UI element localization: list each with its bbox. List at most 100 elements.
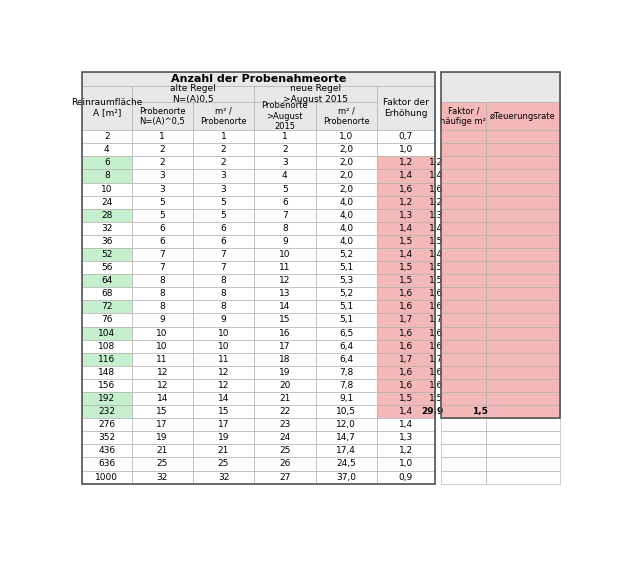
Text: 1,5: 1,5 [399, 263, 413, 272]
Bar [486, 340, 560, 353]
Text: 26: 26 [279, 459, 290, 468]
Bar [441, 182, 486, 195]
Bar [486, 353, 560, 366]
Bar [377, 392, 434, 405]
Bar [377, 144, 434, 157]
Text: 25: 25 [279, 446, 290, 455]
Text: 1,5: 1,5 [429, 237, 443, 246]
Bar [193, 274, 254, 287]
Bar [377, 208, 434, 222]
Bar [486, 102, 560, 130]
Bar [316, 301, 377, 314]
Bar [316, 195, 377, 208]
Text: 3: 3 [282, 158, 288, 167]
Bar [441, 418, 486, 431]
Bar [441, 208, 486, 222]
Bar [441, 444, 486, 458]
Bar [254, 287, 316, 301]
Bar [377, 261, 434, 274]
Bar [82, 314, 131, 327]
Text: 8: 8 [220, 302, 227, 311]
Bar [377, 353, 434, 366]
Text: 5,3: 5,3 [339, 276, 353, 285]
Bar [377, 314, 434, 327]
Bar [486, 458, 560, 471]
Text: 5: 5 [220, 211, 227, 220]
Bar [131, 471, 193, 484]
Text: 24: 24 [279, 433, 290, 442]
Bar [131, 418, 193, 431]
Bar [441, 170, 486, 182]
Text: 108: 108 [98, 342, 115, 351]
Text: 23: 23 [279, 420, 290, 429]
Bar [441, 72, 560, 418]
Bar [193, 353, 254, 366]
Bar [486, 471, 560, 484]
Bar [193, 195, 254, 208]
Bar [377, 195, 434, 208]
Text: 10,5: 10,5 [336, 407, 356, 416]
Text: 1,6: 1,6 [429, 289, 443, 298]
Text: 1,6: 1,6 [399, 329, 413, 337]
Bar [441, 471, 486, 484]
Bar [316, 353, 377, 366]
Bar [131, 458, 193, 471]
Bar [316, 261, 377, 274]
Bar [441, 392, 486, 405]
Bar [254, 471, 316, 484]
Text: 12: 12 [156, 381, 168, 390]
Text: Anzahl der Probenahmeorte: Anzahl der Probenahmeorte [171, 73, 346, 84]
Bar [131, 208, 193, 222]
Bar [193, 327, 254, 340]
Text: 1,2: 1,2 [399, 158, 413, 167]
Bar [193, 130, 254, 144]
Bar [377, 301, 434, 314]
Bar [193, 431, 254, 444]
Bar [377, 366, 434, 379]
Text: 6: 6 [159, 224, 165, 233]
Text: 19: 19 [156, 433, 168, 442]
Text: 56: 56 [101, 263, 113, 272]
Text: 2: 2 [221, 158, 227, 167]
Bar [254, 444, 316, 458]
Text: 1,2: 1,2 [399, 198, 413, 207]
Text: 5: 5 [282, 185, 288, 194]
Bar [131, 444, 193, 458]
Bar [441, 157, 486, 170]
Bar [254, 405, 316, 418]
Text: 1,4: 1,4 [399, 407, 413, 416]
Text: 1,5: 1,5 [399, 237, 413, 246]
Text: 1,5: 1,5 [429, 263, 443, 272]
Bar [441, 144, 486, 157]
Text: 12: 12 [218, 381, 229, 390]
Text: 1,6: 1,6 [429, 329, 443, 337]
Text: 1,7: 1,7 [399, 315, 413, 324]
Text: 1,7: 1,7 [399, 355, 413, 364]
Text: 14: 14 [156, 394, 168, 403]
Bar [193, 314, 254, 327]
Bar [441, 301, 486, 314]
Text: 12: 12 [218, 368, 229, 377]
Bar [441, 130, 486, 144]
Text: 104: 104 [98, 329, 115, 337]
Bar [377, 287, 434, 301]
Text: 5: 5 [159, 198, 165, 207]
Bar [82, 366, 131, 379]
Bar [193, 458, 254, 471]
Text: 3: 3 [159, 185, 165, 194]
Text: 352: 352 [98, 433, 115, 442]
Text: 1,3: 1,3 [429, 211, 443, 220]
Text: 0,9: 0,9 [399, 472, 413, 481]
Bar [131, 392, 193, 405]
Text: 18: 18 [279, 355, 290, 364]
Text: Faktor der
Erhöhung: Faktor der Erhöhung [383, 98, 429, 118]
Text: 1,6: 1,6 [399, 381, 413, 390]
Bar [254, 85, 377, 102]
Text: 72: 72 [101, 302, 113, 311]
Bar [131, 327, 193, 340]
Bar [254, 144, 316, 157]
Text: 6: 6 [220, 224, 227, 233]
Text: 1000: 1000 [95, 472, 118, 481]
Bar [316, 102, 377, 130]
Text: 15: 15 [218, 407, 229, 416]
